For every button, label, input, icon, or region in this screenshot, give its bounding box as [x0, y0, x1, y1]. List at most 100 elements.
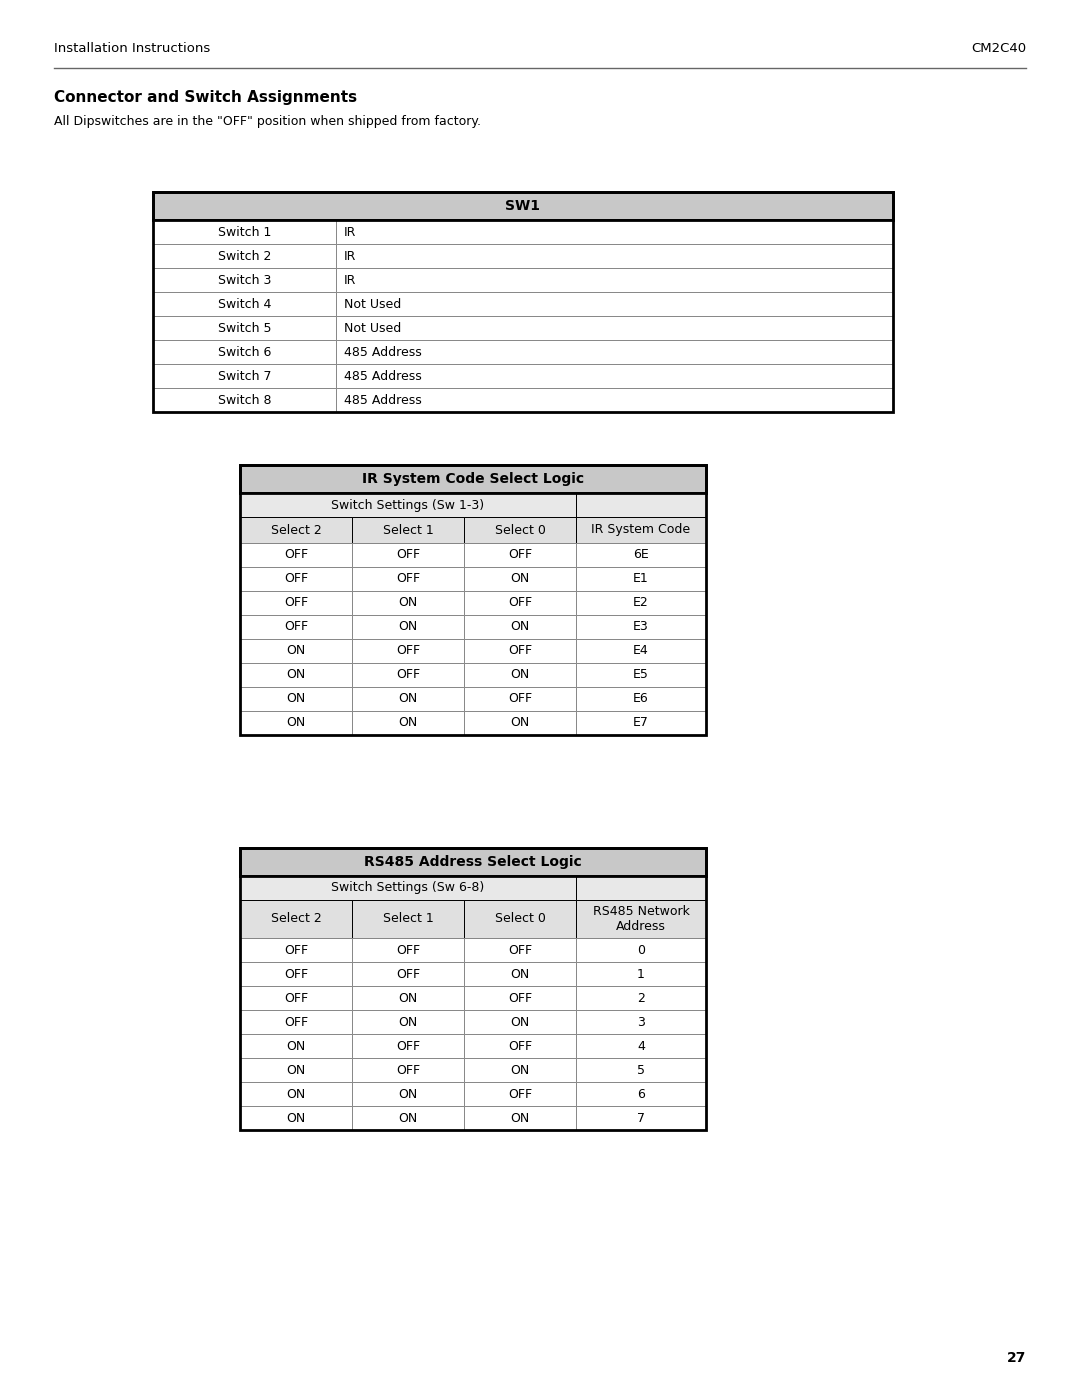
Text: OFF: OFF — [508, 1039, 532, 1052]
Bar — [576, 937, 706, 963]
Text: All Dipswitches are in the "OFF" position when shipped from factory.: All Dipswitches are in the "OFF" positio… — [54, 115, 481, 129]
Text: OFF: OFF — [508, 644, 532, 658]
Text: OFF: OFF — [396, 1063, 420, 1077]
Text: ON: ON — [511, 1016, 529, 1028]
Text: IR System Code: IR System Code — [592, 524, 690, 536]
Bar — [576, 900, 706, 937]
Text: ON: ON — [511, 1063, 529, 1077]
Text: 2: 2 — [637, 992, 645, 1004]
Bar — [352, 937, 464, 963]
Bar — [336, 339, 893, 365]
Bar — [576, 591, 706, 615]
Bar — [576, 1106, 706, 1130]
Bar — [153, 191, 893, 219]
Text: ON: ON — [286, 644, 306, 658]
Bar — [240, 664, 352, 687]
Bar — [240, 591, 352, 615]
Text: 7: 7 — [637, 1112, 645, 1125]
Text: IR: IR — [345, 225, 356, 239]
Bar — [240, 876, 576, 900]
Text: OFF: OFF — [508, 693, 532, 705]
Bar — [153, 292, 336, 316]
Text: OFF: OFF — [284, 620, 308, 633]
Text: OFF: OFF — [508, 943, 532, 957]
Bar — [352, 591, 464, 615]
Text: OFF: OFF — [284, 968, 308, 981]
Bar — [464, 615, 576, 638]
Bar — [464, 1083, 576, 1106]
Text: OFF: OFF — [396, 943, 420, 957]
Text: CM2C40: CM2C40 — [971, 42, 1026, 54]
Text: OFF: OFF — [284, 1016, 308, 1028]
Text: ON: ON — [286, 1039, 306, 1052]
Bar — [464, 638, 576, 664]
Text: OFF: OFF — [396, 549, 420, 562]
Text: Switch 3: Switch 3 — [218, 274, 271, 286]
Text: Switch 7: Switch 7 — [218, 369, 271, 383]
Bar — [352, 711, 464, 735]
Text: OFF: OFF — [396, 669, 420, 682]
Bar — [352, 1106, 464, 1130]
Text: Switch 5: Switch 5 — [218, 321, 271, 334]
Text: OFF: OFF — [396, 644, 420, 658]
Text: Select 0: Select 0 — [495, 524, 545, 536]
Text: E2: E2 — [633, 597, 649, 609]
Bar — [153, 244, 336, 268]
Text: ON: ON — [286, 1112, 306, 1125]
Bar — [240, 687, 352, 711]
Text: 5: 5 — [637, 1063, 645, 1077]
Text: ON: ON — [399, 992, 418, 1004]
Bar — [576, 876, 706, 900]
Text: 3: 3 — [637, 1016, 645, 1028]
Text: ON: ON — [399, 693, 418, 705]
Text: ON: ON — [511, 968, 529, 981]
Bar — [352, 1034, 464, 1058]
Bar — [240, 615, 352, 638]
Text: 27: 27 — [1007, 1351, 1026, 1365]
Text: ON: ON — [511, 573, 529, 585]
Bar — [352, 543, 464, 567]
Bar — [576, 517, 706, 543]
Text: OFF: OFF — [284, 992, 308, 1004]
Bar — [336, 292, 893, 316]
Text: Switch 6: Switch 6 — [218, 345, 271, 359]
Bar — [576, 1010, 706, 1034]
Text: E7: E7 — [633, 717, 649, 729]
Bar — [464, 711, 576, 735]
Bar — [240, 638, 352, 664]
Text: Switch 1: Switch 1 — [218, 225, 271, 239]
Bar — [240, 711, 352, 735]
Bar — [576, 567, 706, 591]
Bar — [352, 1058, 464, 1083]
Bar — [576, 986, 706, 1010]
Bar — [576, 687, 706, 711]
Bar — [576, 638, 706, 664]
Text: ON: ON — [511, 1112, 529, 1125]
Text: 6E: 6E — [633, 549, 649, 562]
Bar — [464, 591, 576, 615]
Bar — [352, 963, 464, 986]
Text: OFF: OFF — [284, 943, 308, 957]
Bar — [352, 615, 464, 638]
Text: ON: ON — [399, 620, 418, 633]
Text: Not Used: Not Used — [345, 298, 402, 310]
Bar — [576, 615, 706, 638]
Text: RS485 Address Select Logic: RS485 Address Select Logic — [364, 855, 582, 869]
Bar — [464, 963, 576, 986]
Text: Select 0: Select 0 — [495, 912, 545, 925]
Bar — [352, 517, 464, 543]
Bar — [240, 848, 706, 1130]
Text: 1: 1 — [637, 968, 645, 981]
Text: Select 2: Select 2 — [271, 524, 322, 536]
Bar — [576, 664, 706, 687]
Text: OFF: OFF — [396, 968, 420, 981]
Text: Connector and Switch Assignments: Connector and Switch Assignments — [54, 89, 357, 105]
Bar — [352, 687, 464, 711]
Text: Switch Settings (Sw 1-3): Switch Settings (Sw 1-3) — [332, 499, 485, 511]
Text: OFF: OFF — [508, 1087, 532, 1101]
Text: ON: ON — [511, 620, 529, 633]
Text: ON: ON — [399, 717, 418, 729]
Text: E4: E4 — [633, 644, 649, 658]
Text: OFF: OFF — [396, 1039, 420, 1052]
Bar — [240, 848, 706, 876]
